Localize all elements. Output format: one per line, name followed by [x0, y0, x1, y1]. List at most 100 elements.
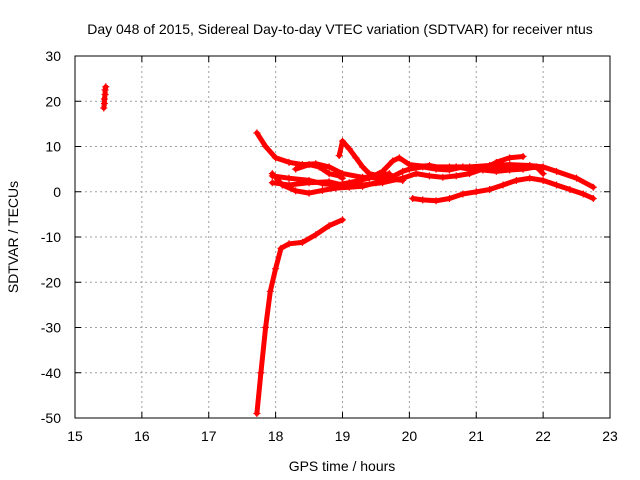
data-point [419, 196, 427, 204]
data-point [412, 170, 420, 178]
data-point [345, 145, 353, 153]
data-point [339, 216, 346, 224]
data-point [579, 190, 587, 198]
data-point [253, 129, 261, 137]
data-point [446, 166, 453, 174]
y-tick-label: 0 [53, 184, 61, 200]
data-point [399, 167, 407, 175]
x-tick-label: 18 [268, 428, 284, 444]
marks [100, 83, 597, 417]
data-point [305, 189, 313, 197]
data-point [499, 163, 507, 171]
data-point [332, 184, 340, 192]
data-point [459, 163, 467, 171]
data-point [292, 187, 300, 195]
data-point [315, 163, 323, 171]
data-point [439, 173, 447, 181]
x-tick-label: 15 [67, 428, 83, 444]
data-point [539, 164, 547, 172]
data-point [472, 164, 480, 172]
data-point [268, 179, 276, 187]
data-point [325, 163, 333, 171]
data-point [325, 178, 333, 186]
data-point [292, 165, 300, 173]
y-tick-label: 10 [45, 139, 61, 155]
data-point [285, 240, 293, 248]
x-axis-label: GPS time / hours [289, 458, 396, 474]
y-tick-label: 20 [45, 93, 61, 109]
data-point [432, 197, 440, 205]
data-point [409, 195, 417, 203]
x-tick-label: 20 [402, 428, 418, 444]
data-point [472, 188, 480, 196]
data-point [425, 172, 433, 180]
x-tick-label: 19 [335, 428, 351, 444]
data-point [272, 265, 280, 273]
y-axis-label: SDTVAR / TECUs [5, 181, 21, 293]
data-point [589, 195, 597, 203]
series-band [254, 217, 345, 416]
data-point [486, 163, 494, 171]
x-tick-label: 17 [201, 428, 217, 444]
data-point [526, 174, 534, 182]
data-point [278, 181, 286, 189]
data-point [305, 179, 313, 187]
grid [75, 56, 610, 418]
data-point [459, 190, 467, 198]
data-point [268, 170, 276, 178]
data-point [389, 157, 397, 165]
data-point [566, 185, 574, 193]
data-point [262, 324, 270, 331]
data-point [499, 181, 507, 189]
data-point [573, 174, 581, 182]
data-point [375, 172, 383, 180]
data-point [100, 104, 108, 112]
data-point [553, 181, 560, 189]
data-point [399, 174, 407, 182]
data-point [285, 174, 293, 182]
data-point [446, 195, 453, 203]
y-tick-label: 30 [45, 48, 61, 64]
data-point [339, 174, 346, 182]
data-point [325, 170, 333, 178]
data-point [277, 244, 285, 252]
series-track-d [268, 154, 597, 191]
data-point [318, 186, 326, 194]
data-point [405, 165, 413, 173]
data-point [325, 222, 333, 230]
data-point [486, 185, 494, 193]
data-point [506, 154, 514, 162]
data-point [272, 154, 280, 162]
series-track-j [405, 162, 547, 174]
data-point [253, 409, 261, 417]
ticks: 15 16 17 18 19 20 21 22 23 -50 -40 -30 -20 -10 0 10 20 30 [41, 48, 618, 444]
y-tick-label: -30 [41, 320, 61, 336]
data-point [589, 183, 597, 191]
y-tick-label: -10 [41, 229, 61, 245]
series-track-a [100, 83, 110, 112]
data-point [298, 238, 306, 246]
series-track-b [253, 216, 346, 417]
x-tick-label: 16 [134, 428, 150, 444]
data-point [312, 231, 320, 239]
x-tick-label: 22 [535, 428, 551, 444]
data-point [285, 158, 293, 166]
data-point [395, 154, 403, 162]
data-point [512, 162, 520, 170]
data-point [335, 152, 343, 160]
data-point [365, 170, 373, 178]
y-tick-label: -40 [41, 365, 61, 381]
data-point [262, 143, 270, 150]
data-point [359, 163, 367, 171]
data-point [452, 172, 460, 180]
data-point [102, 83, 110, 91]
data-point [512, 176, 520, 184]
chart-title: Day 048 of 2015, Sidereal Day-to-day VTE… [87, 21, 593, 37]
series-track-g [292, 161, 346, 182]
data-point [432, 165, 440, 173]
data-point [100, 95, 108, 103]
data-point [359, 182, 367, 190]
data-point [257, 369, 265, 377]
data-point [519, 152, 527, 160]
